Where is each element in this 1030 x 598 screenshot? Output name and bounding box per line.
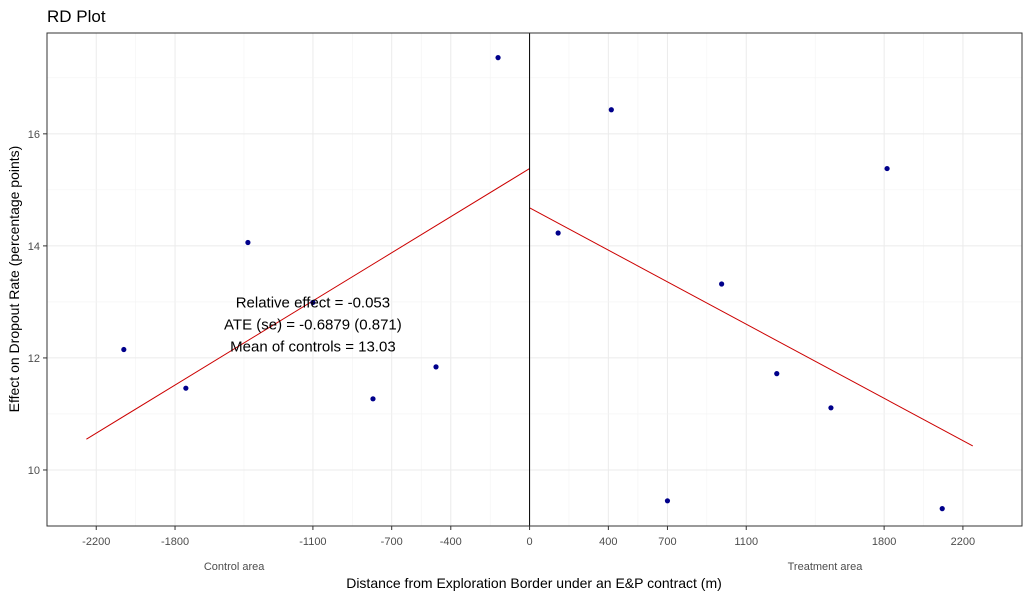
x-tick-label: 1800 [872, 536, 896, 548]
regression-line [529, 207, 973, 447]
data-point [370, 396, 376, 402]
y-axis-ticks: 10 12 14 16 [28, 129, 47, 477]
data-point [884, 165, 890, 172]
data-point [774, 371, 780, 377]
x-tick-label: 1100 [734, 536, 758, 548]
x-tick-label: -1800 [161, 536, 189, 548]
data-point [555, 230, 561, 236]
x-tick-label: -1100 [299, 536, 326, 548]
fit-lines [86, 168, 973, 447]
x-tick-label: 400 [599, 536, 617, 548]
x-tick-label: 0 [527, 536, 533, 548]
annotation: Relative effect = -0.053 ATE (se) = -0.68… [224, 294, 402, 355]
data-point [664, 498, 671, 504]
y-tick-label: 14 [28, 241, 40, 253]
plot-panel-border [46, 32, 1023, 527]
data-point [310, 299, 316, 306]
x-tick-label: -2200 [82, 536, 110, 548]
region-labels: Control area Treatment area [204, 561, 863, 573]
data-point [183, 385, 189, 391]
x-tick-label: 700 [658, 536, 676, 548]
annotation-line: Mean of controls = 13.03 [230, 338, 396, 355]
grid [47, 33, 1022, 527]
x-axis-ticks: -2200 -1800 -1100 -700 -400 0 400 700 1100 1800 22… [82, 526, 975, 548]
data-point [719, 281, 725, 287]
regression-line [86, 168, 530, 440]
data-point [121, 346, 127, 353]
x-tick-label: -400 [440, 536, 462, 548]
y-tick-label: 12 [28, 353, 40, 365]
data-point [433, 364, 439, 370]
annotation-line: ATE (se) = -0.6879 (0.871) [224, 316, 402, 333]
data-point [245, 239, 251, 246]
region-label: Treatment area [788, 561, 864, 573]
data-point [939, 506, 945, 512]
region-label: Control area [204, 561, 265, 573]
x-tick-label: -700 [381, 536, 403, 548]
y-tick-label: 10 [28, 465, 40, 477]
annotation-line: Relative effect = -0.053 [236, 294, 390, 311]
data-point [608, 107, 614, 113]
y-axis-title: Effect on Dropout Rate (percentage point… [6, 146, 22, 413]
y-tick-label: 16 [28, 129, 40, 141]
x-tick-label: 2200 [951, 536, 975, 548]
data-point [828, 405, 834, 411]
data-points [121, 55, 945, 512]
x-axis-title: Distance from Exploration Border under a… [346, 575, 722, 591]
data-point [495, 55, 501, 61]
chart-title: RD Plot [47, 7, 106, 26]
